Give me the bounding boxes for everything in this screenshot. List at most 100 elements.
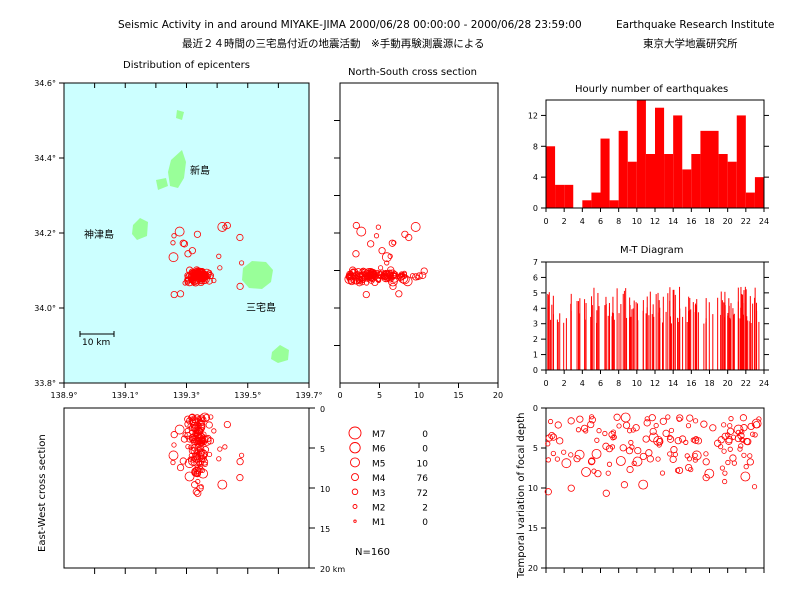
hourly-xtick-label: 22	[741, 217, 751, 226]
ew-event	[168, 450, 179, 461]
ew-event	[184, 428, 190, 434]
magnitude-legend: N=160 M7 0 M6 0 M5 10 M4 76 M3 72 M2 2 M1 0	[348, 426, 428, 558]
depth-event	[611, 434, 617, 440]
ns-event	[359, 268, 365, 274]
depth-event	[726, 427, 735, 435]
island-label-kozushima: 神津島	[84, 228, 114, 241]
ns-event	[348, 271, 354, 277]
depth-event	[702, 474, 710, 482]
hourly-ytick-label: 4	[533, 173, 538, 182]
mt-xtick-label: 24	[759, 379, 769, 388]
depth-event	[616, 423, 622, 429]
depth-event	[743, 437, 751, 446]
depth-event	[709, 424, 717, 432]
depth-event	[752, 432, 758, 438]
depth-event	[639, 452, 647, 461]
map-event	[184, 250, 192, 258]
ew-event	[184, 415, 192, 423]
hourly-xtick-label: 4	[580, 217, 585, 226]
depth-event	[659, 417, 667, 425]
ew-events	[168, 412, 245, 497]
depth-event	[741, 452, 747, 458]
depth-event	[714, 439, 722, 447]
depth-event	[620, 412, 631, 423]
legend-label: M3	[372, 489, 386, 499]
ew-event	[236, 458, 244, 466]
ns-event	[387, 253, 393, 259]
depth-event	[574, 449, 585, 460]
ew-event	[198, 484, 204, 490]
ew-event	[174, 424, 185, 435]
depth-event	[619, 444, 627, 452]
depth-event	[561, 458, 572, 469]
ns-xtick-label: 5	[377, 391, 382, 400]
ns-event	[373, 233, 380, 239]
island-label-miyakejima: 三宅島	[246, 301, 276, 314]
ew-event	[236, 474, 244, 482]
ew-event	[190, 457, 196, 463]
legend-symbol	[353, 519, 357, 523]
ns-event	[355, 277, 364, 285]
ns-event	[410, 222, 421, 232]
hourly-xtick-label: 6	[598, 217, 603, 226]
map-event	[211, 277, 217, 284]
ns-event	[384, 260, 390, 266]
ns-event	[362, 290, 370, 299]
hour-bar	[709, 130, 719, 208]
ew-event	[217, 479, 228, 490]
map-ticks: 138.9° 139.1° 139.3° 139.5° 139.7° 33.8° 34.0°…	[34, 79, 322, 400]
hour-bar	[645, 154, 655, 208]
ns-frame	[339, 82, 499, 384]
depth-event	[665, 414, 671, 420]
depth-event	[692, 436, 700, 444]
ns-event	[387, 266, 395, 274]
ns-xtick-label: 10	[414, 391, 424, 400]
depth-event	[602, 442, 610, 450]
depth-event	[587, 420, 595, 429]
mt-xtick-label: 14	[668, 379, 678, 388]
depth-event	[649, 427, 657, 436]
map-event	[206, 272, 215, 280]
depth-event	[575, 427, 582, 433]
depth-event	[668, 427, 675, 434]
depth-event	[739, 414, 748, 422]
ns-events	[344, 221, 428, 299]
mt-ytick-label: 4	[533, 304, 538, 313]
mt-ytick-label: 2	[533, 335, 538, 344]
ns-event	[389, 282, 397, 290]
niijima-island	[168, 150, 186, 188]
ew-event	[238, 452, 245, 458]
depth-event	[580, 424, 589, 432]
hour-bar	[564, 184, 574, 208]
hour-bar	[673, 115, 683, 208]
map-event	[174, 226, 185, 237]
ns-event	[395, 290, 403, 298]
depth-event	[655, 456, 661, 462]
miyakejima-island	[242, 261, 273, 289]
ns-event	[402, 276, 413, 287]
ns-event	[419, 271, 427, 279]
map-event	[216, 253, 222, 259]
depth-event	[626, 465, 634, 474]
depth-event	[628, 439, 634, 446]
map-event	[168, 252, 179, 263]
scale-bar: 10 km	[79, 331, 115, 348]
depth-event	[740, 471, 751, 482]
depth-event	[620, 481, 629, 489]
hour-bar	[736, 115, 746, 208]
depth-event	[684, 453, 690, 459]
ew-event	[176, 463, 185, 472]
depth-event	[576, 415, 584, 423]
hourly-bars	[546, 100, 764, 208]
ew-event	[206, 451, 213, 458]
map-event	[171, 233, 177, 239]
ns-xtick-label: 20	[493, 391, 503, 400]
kozushima-island	[132, 218, 148, 240]
depth-event	[670, 446, 678, 454]
hour-bar	[591, 192, 601, 208]
depth-event	[556, 437, 564, 445]
hourly-title: Hourly number of earthquakes	[575, 84, 728, 95]
depth-event	[676, 416, 682, 422]
ns-event	[398, 272, 406, 280]
ew-event	[208, 414, 214, 420]
